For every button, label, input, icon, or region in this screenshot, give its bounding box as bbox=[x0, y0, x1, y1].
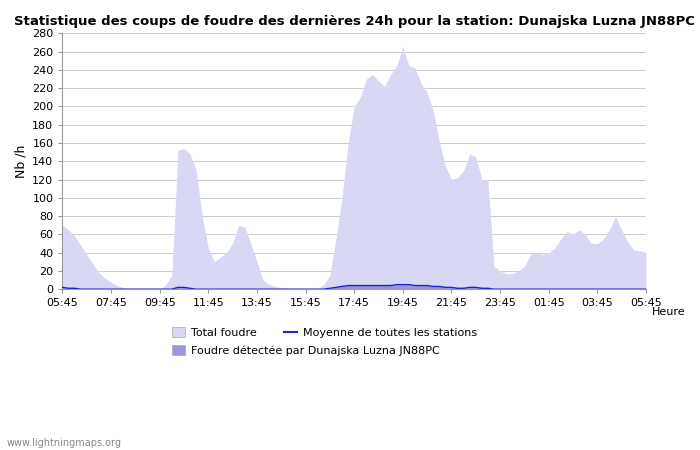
Title: Statistique des coups de foudre des dernières 24h pour la station: Dunajska Luzn: Statistique des coups de foudre des dern… bbox=[14, 15, 694, 28]
Text: www.lightningmaps.org: www.lightningmaps.org bbox=[7, 438, 122, 448]
Text: Heure: Heure bbox=[652, 307, 685, 317]
Y-axis label: Nb /h: Nb /h bbox=[15, 144, 28, 178]
Legend: Foudre détectée par Dunajska Luzna JN88PC: Foudre détectée par Dunajska Luzna JN88P… bbox=[167, 341, 444, 360]
